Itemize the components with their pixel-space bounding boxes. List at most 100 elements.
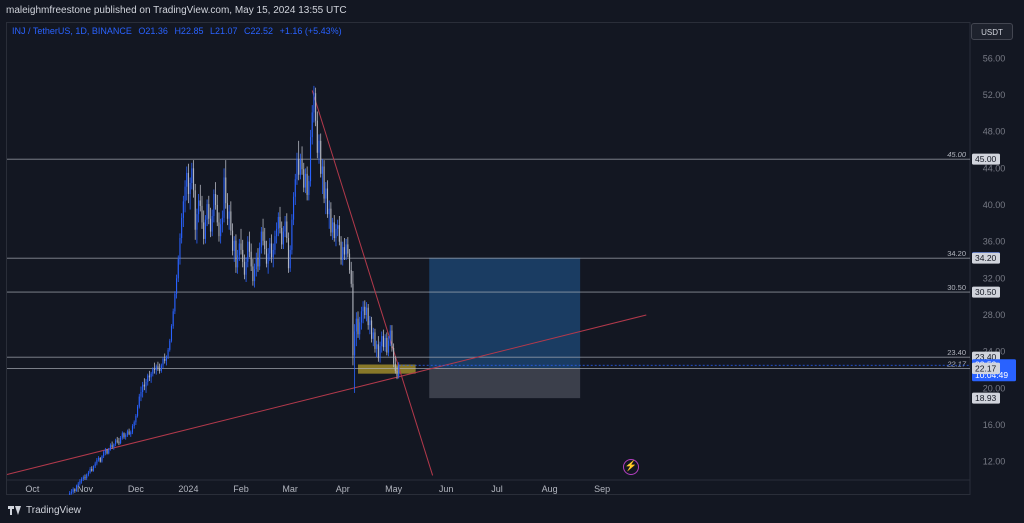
candle-body <box>211 216 213 232</box>
candle-body <box>87 472 89 475</box>
candle-body <box>160 365 162 371</box>
x-tick-label: Mar <box>282 484 298 494</box>
candle-body <box>277 216 279 229</box>
candle-body <box>372 332 374 339</box>
candle-body <box>153 369 156 370</box>
ohlc-close: C22.52 <box>244 26 274 36</box>
price-label-text: 30.50 <box>975 287 997 297</box>
candle-body <box>387 340 390 353</box>
candle-body <box>201 205 203 223</box>
candle-body <box>133 422 135 426</box>
x-tick-label: Oct <box>25 484 40 494</box>
candle-body <box>165 356 167 361</box>
candle-body <box>75 485 78 491</box>
candle-body <box>259 247 261 267</box>
candle-body <box>287 238 290 269</box>
stop-zone <box>429 368 581 399</box>
candle-body <box>148 375 150 378</box>
candle-body <box>267 253 269 264</box>
y-tick-label: 32.00 <box>983 273 1006 283</box>
candle-body <box>357 318 359 335</box>
ohlc-change: +1.16 (+5.43%) <box>279 26 342 36</box>
candle-body <box>164 359 166 361</box>
candle-body <box>359 322 361 335</box>
candle-body <box>374 332 376 349</box>
candle-body <box>109 445 111 449</box>
candle-body <box>340 241 342 260</box>
candle-body <box>376 344 378 349</box>
candle-body <box>203 222 205 239</box>
candle-body <box>282 231 284 245</box>
candle-body <box>131 425 134 433</box>
candle-body <box>135 415 137 423</box>
level-label: 34.20 <box>947 249 966 258</box>
candle-body <box>311 112 313 138</box>
y-tick-label: 20.00 <box>983 383 1006 393</box>
candle-body <box>379 346 381 359</box>
candle-body <box>176 278 178 294</box>
currency-button[interactable]: USDT <box>971 23 1013 40</box>
candle-body <box>272 249 274 258</box>
candle-body <box>265 249 267 264</box>
candle-body <box>333 222 335 238</box>
support-zone <box>358 364 416 374</box>
candle-body <box>121 433 123 438</box>
candle-body <box>321 166 323 174</box>
countdown-label: 10:04:49 <box>975 370 1008 380</box>
lightning-icon[interactable]: ⚡ <box>623 459 639 475</box>
candle-body <box>184 186 186 202</box>
candle-body <box>101 456 103 462</box>
candle-body <box>291 219 293 250</box>
candle-body <box>299 159 301 175</box>
candle-body <box>209 218 212 232</box>
candle-body <box>279 216 281 228</box>
y-tick-label: 44.00 <box>983 163 1006 173</box>
candle-body <box>276 228 278 237</box>
candle-body <box>208 204 210 219</box>
candle-body <box>128 431 130 435</box>
candle-body <box>186 172 188 187</box>
candle-body <box>269 243 271 254</box>
candle-body <box>250 251 252 267</box>
candle-body <box>335 228 337 238</box>
candle-body <box>296 159 298 180</box>
y-tick-label: 52.00 <box>983 90 1006 100</box>
candle-body <box>382 336 384 348</box>
candle-body <box>252 266 254 282</box>
candle-body <box>74 489 76 491</box>
candle-body <box>365 307 368 315</box>
candle-body <box>304 173 306 188</box>
candle-body <box>274 236 276 250</box>
candle-body <box>315 93 317 121</box>
candle-body <box>140 392 142 397</box>
candle-body <box>215 194 217 205</box>
candle-body <box>118 441 120 444</box>
y-tick-label: 36.00 <box>983 237 1006 247</box>
candle-body <box>348 253 351 271</box>
candle-body <box>254 269 256 282</box>
candle-body <box>298 159 300 175</box>
candle-body <box>167 349 169 357</box>
price-label-text: 45.00 <box>975 154 997 164</box>
x-tick-label: May <box>385 484 403 494</box>
candle-body <box>220 224 222 237</box>
price-label-text: 22.17 <box>975 363 997 373</box>
candle-body <box>384 337 386 348</box>
candle-body <box>352 283 354 356</box>
x-tick-label: 2024 <box>178 484 198 494</box>
candle-body <box>381 336 383 347</box>
y-tick-label: 48.00 <box>983 127 1006 137</box>
candle-body <box>391 330 393 348</box>
candle-body <box>106 449 108 454</box>
candle-body <box>354 331 356 356</box>
price-label-box <box>972 252 1000 264</box>
price-label-text: 34.20 <box>975 253 997 263</box>
candle-body <box>228 211 230 219</box>
candle-body <box>309 137 312 182</box>
candle-body <box>143 384 145 387</box>
candle-body <box>162 359 164 366</box>
y-tick-label: 12.00 <box>983 457 1006 467</box>
candle-body <box>257 258 259 267</box>
candle-body <box>237 255 239 268</box>
